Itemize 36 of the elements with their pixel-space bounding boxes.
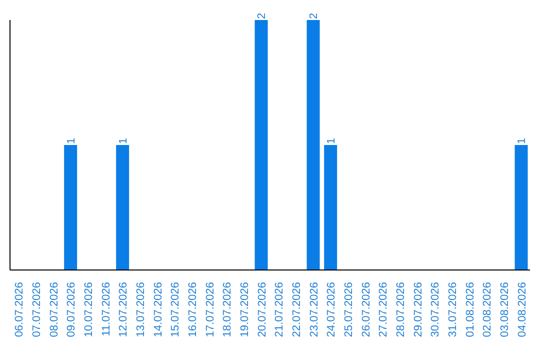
x-tick-label: 16.07.2026: [187, 282, 199, 338]
data-label: 2: [308, 12, 320, 19]
x-tick-label: 11.07.2026: [100, 282, 112, 336]
x-tick-label: 30.07.2026: [430, 282, 442, 338]
x-tick-label: 26.07.2026: [360, 282, 372, 338]
data-label: 2: [256, 12, 268, 19]
data-label: 1: [118, 138, 130, 144]
x-tick-label: 14.07.2026: [152, 282, 164, 338]
x-tick-label: 06.07.2026: [14, 282, 26, 338]
x-tick-label: 27.07.2026: [378, 282, 390, 338]
x-tick-label: 13.07.2026: [135, 282, 147, 338]
x-tick-label: 21.07.2026: [274, 282, 286, 338]
x-tick-label: 22.07.2026: [291, 282, 303, 338]
x-tick-label: 07.07.2026: [31, 282, 43, 338]
x-tick-label: 17.07.2026: [204, 282, 216, 338]
x-tick-label: 01.08.2026: [464, 282, 476, 338]
x-tick-label: 09.07.2026: [66, 282, 78, 338]
x-tick-label: 31.07.2026: [447, 282, 459, 338]
x-tick-label: 08.07.2026: [48, 282, 60, 338]
x-tick-label: 18.07.2026: [222, 282, 234, 338]
x-tick-label: 28.07.2026: [395, 282, 407, 338]
x-tick-label: 03.08.2026: [499, 282, 511, 338]
x-tick-label: 23.07.2026: [308, 282, 320, 338]
data-label: 1: [326, 138, 338, 144]
x-tick-label: 20.07.2026: [256, 282, 268, 338]
x-tick-label: 25.07.2026: [343, 282, 355, 338]
x-tick-label: 04.08.2026: [516, 282, 528, 338]
x-tick-label: 15.07.2026: [170, 282, 182, 338]
x-tick-label: 19.07.2026: [239, 282, 251, 338]
x-tick-label: 12.07.2026: [118, 282, 130, 338]
x-tick-label: 10.07.2026: [83, 282, 95, 338]
x-tick-label: 02.08.2026: [482, 282, 494, 338]
data-label: 1: [516, 138, 528, 144]
x-tick-label: 24.07.2026: [326, 282, 338, 338]
data-label: 1: [66, 138, 78, 144]
x-tick-label: 29.07.2026: [412, 282, 424, 338]
